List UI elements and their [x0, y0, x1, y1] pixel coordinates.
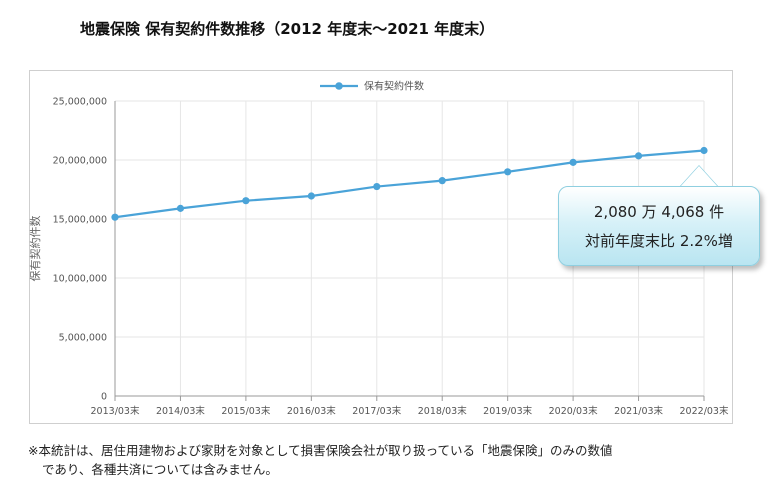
legend-label: 保有契約件数	[364, 80, 424, 93]
y-tick-label: 10,000,000	[53, 274, 107, 285]
latest-value-callout: 2,080 万 4,068 件 対前年度末比 2.2%増	[558, 186, 760, 266]
y-tick-label: 25,000,000	[53, 97, 107, 108]
callout-growth: 対前年度末比 2.2%増	[585, 232, 733, 250]
data-point	[242, 197, 250, 205]
x-tick-label: 2014/03末	[156, 405, 205, 417]
data-point	[569, 158, 577, 166]
page-title: 地震保険 保有契約件数推移（2012 年度末～2021 年度末）	[80, 20, 495, 38]
footnote-line-1: ※本統計は、居住用建物および家財を対象として損害保険会社が取り扱っている「地震保…	[28, 443, 613, 458]
y-tick-label: 15,000,000	[53, 215, 107, 226]
data-point	[634, 152, 643, 160]
x-tick-label: 2016/03末	[287, 405, 336, 417]
x-tick-label: 2013/03末	[91, 405, 140, 417]
data-point	[307, 192, 315, 200]
data-point	[111, 213, 119, 221]
y-axis-label: 保有契約件数	[28, 216, 42, 282]
y-tick-label: 0	[101, 392, 107, 403]
y-tick-label: 5,000,000	[59, 333, 107, 344]
legend-marker	[335, 82, 343, 90]
x-tick-label: 2020/03末	[549, 405, 598, 417]
data-point	[176, 204, 185, 212]
x-tick-label: 2019/03末	[483, 405, 532, 417]
x-tick-label: 2015/03末	[221, 405, 270, 417]
x-tick-label: 2021/03末	[614, 405, 663, 417]
data-point	[504, 168, 512, 176]
callout-count: 2,080 万 4,068 件	[593, 203, 725, 221]
y-tick-label: 20,000,000	[53, 156, 107, 167]
footnote-line-2: であり、各種共済については含みません。	[42, 462, 278, 477]
data-point	[438, 177, 446, 185]
callout-pointer	[680, 166, 718, 187]
x-tick-label: 2022/03末	[680, 405, 729, 417]
data-point	[700, 146, 708, 155]
data-point	[373, 182, 381, 191]
footnote: ※本統計は、居住用建物および家財を対象として損害保険会社が取り扱っている「地震保…	[28, 441, 612, 479]
series-line	[114, 149, 705, 219]
x-tick-label: 2017/03末	[352, 405, 401, 417]
x-tick-label: 2018/03末	[418, 405, 467, 417]
